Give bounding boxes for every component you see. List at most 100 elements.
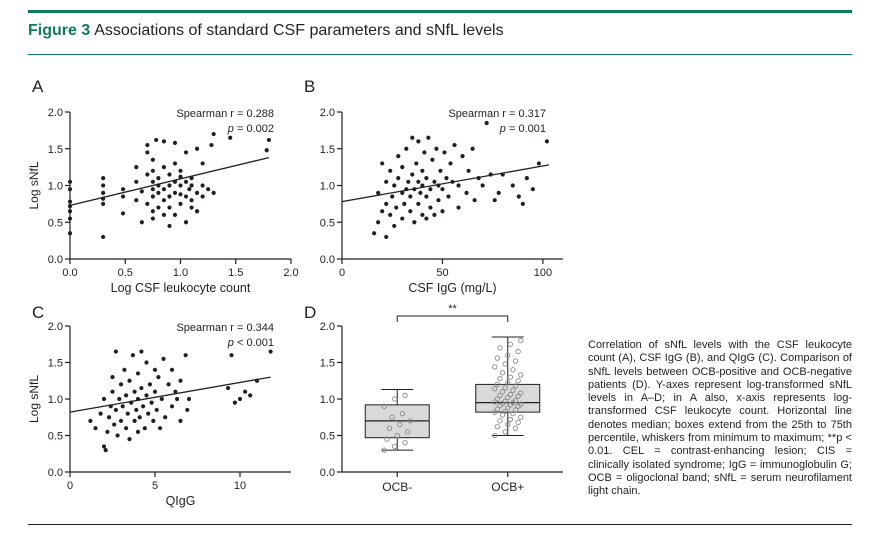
panel-b-data-point [406,179,411,184]
panel-d-data-point [502,429,508,435]
panel-d-y-tick-label: 2.0 [320,321,335,333]
panel-a-data-point [101,201,106,206]
panel-a-data-point [178,174,183,179]
panel-d-data-point [494,424,500,430]
panel-b-data-point [472,198,477,203]
panel-c-letter: C [32,303,44,322]
panel-c-data-point [149,400,154,405]
panel-d-data-point [391,396,398,402]
panel-d-data-point [505,405,511,411]
panel-d-data-point [499,370,506,376]
panel-c-data-point [110,375,115,380]
panel-b-data-point [436,198,441,203]
panel-b-data-point [392,183,397,188]
panel-c-regression-line [69,376,271,413]
panel-b-data-point [396,176,401,181]
panel-b-data-point [434,146,439,151]
panel-d-data-point [512,383,519,389]
panel-a-data-point [156,205,161,210]
panel-b-letter: B [304,77,315,96]
panel-d-data-point [394,432,400,439]
panel-c-y-tick-label: 1.5 [48,358,63,370]
panel-b-data-point [380,161,385,166]
panel-a-data-point [145,150,150,155]
panel-a-data-point [101,234,106,240]
panel-d-data-point [492,399,498,405]
panel-a-data-point [150,179,155,184]
panel-d-data-point [402,440,408,446]
panel-c-data-point [154,407,159,413]
panel-a-data-point [134,179,139,184]
panel-c-data-point [142,426,147,431]
figure-label: Figure 3 [28,22,91,39]
panel-d-data-point [510,367,516,373]
panel-c-data-point [127,378,132,383]
panel-c-data-point [151,418,156,423]
panel-d-category-label: OCB+ [491,480,524,494]
top-rule [28,10,852,13]
panel-b-data-point [420,168,425,173]
panel-a-x-tick-label: 0.0 [62,267,77,279]
panel-b-data-point [452,142,457,148]
panel-d-data-point [505,380,511,386]
panel-c-data-point [237,396,243,402]
panel-d-data-point [502,361,508,367]
panel-c-data-point [173,389,178,394]
panel-a-y-tick-label: 1.5 [48,144,63,156]
panel-b-data-point [428,205,433,210]
panel-a-data-point [101,190,106,195]
panel-d-data-point [510,410,516,417]
panel-a-data-point [67,187,73,192]
panel-c-data-point [115,433,120,438]
panel-d-data-point [391,443,398,450]
panel-b-data-point [376,220,381,225]
panel-a-data-point [211,131,216,137]
panel-c-data-point [147,382,152,387]
panel-a-data-point [67,231,73,236]
panel-b-data-point [402,201,407,206]
panel-c-data-point [125,411,130,416]
panel-b-data-point [418,190,423,195]
panel-d-data-point [397,421,403,428]
panel-d-data-point [518,337,524,344]
panel-b-data-point [432,179,437,184]
panel-c-data-point [169,404,175,409]
panel-c-data-point [169,367,175,372]
panel-a-data-point [264,148,269,153]
panel-b-data-point [416,201,421,206]
panel-a-spearman-label: Spearman r = 0.288 [176,108,274,120]
panel-c-x-tick-label: 5 [152,480,158,492]
panel-b-data-point [372,231,377,236]
panel-c-data-point [139,349,144,354]
panel-b-data-point [408,209,413,214]
panel-b-data-point [426,135,431,140]
panel-d-data-point [492,364,498,370]
panel-d-data-point [497,345,503,351]
panel-c-data-point [113,407,118,413]
panel-a-data-point [189,198,194,203]
panel-b-data-point [376,190,381,195]
panel-b-data-point [420,183,425,188]
panel-d-data-point [386,425,393,431]
panel-c-data-point [103,448,108,453]
panel-b-data-point [466,168,471,173]
panel-c-data-point [122,367,127,372]
panel-a-data-point [134,198,139,203]
panel-a-data-point [178,168,183,173]
panel-a-data-point [194,146,200,151]
panel-c-data-point [229,353,234,358]
panel-d-data-point [381,403,387,409]
panel-a-x-tick-label: 1.0 [173,267,188,279]
panel-a-data-point [150,194,155,199]
panel-c-data-point [141,404,146,409]
panel-b-data-point [438,168,443,173]
panel-b-data-point [510,183,515,188]
panel-b-spearman-label: Spearman r = 0.317 [448,108,546,120]
panel-b-data-point [416,139,421,144]
figure-title: Figure 3 Associations of standard CSF par… [28,22,504,40]
panel-a-data-point [120,194,126,199]
panel-b-y-tick-label: 1.5 [320,144,335,156]
panel-a-data-point [200,194,205,199]
panel-c-spearman-label: Spearman r = 0.344 [176,322,274,334]
panel-c-data-point [178,378,183,383]
